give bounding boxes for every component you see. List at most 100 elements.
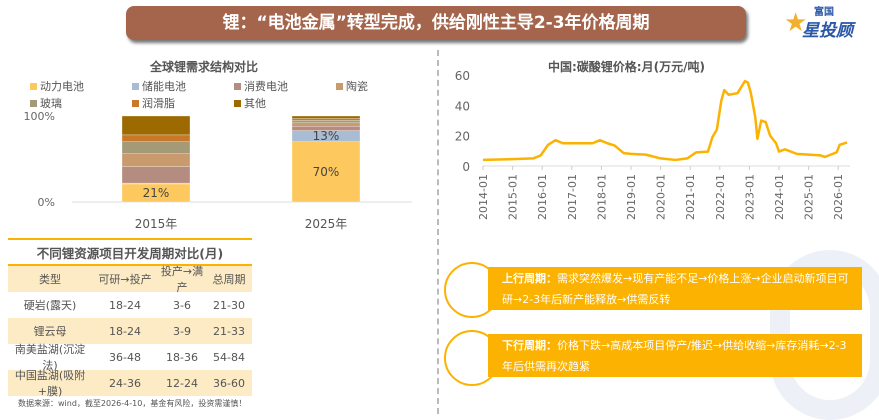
legend-item: 其他 [234,95,266,111]
x-tick-label: 2018-01 [595,174,608,220]
x-tick-label: 2014-01 [477,174,490,220]
bar-segment [291,141,361,203]
table-cell: 18-24 [109,324,141,338]
y-tick-label: 0 [462,160,470,174]
x-tick-label: 2017-01 [566,174,579,220]
bar-segment [121,134,191,142]
legend-swatch [336,83,343,90]
table-cell: 54-84 [213,350,245,364]
table-cell: 中国盐湖(吸附+膜) [14,369,86,398]
legend-item: 动力电池 [30,78,84,94]
dev-cycle-table: 不同锂资源项目开发周期对比(月) 类型 可研→投产 投产→满产 总周期 硬岩(露… [8,238,252,398]
x-tick-label: 2020-01 [655,174,668,220]
x-tick-label: 2019-01 [625,174,638,220]
y-tick-label: 60 [455,69,470,83]
table-cell: 12-24 [166,376,198,390]
up-cycle-text: 需求突然爆发→现有产能不足→价格上涨→企业启动新项目可研→2-3年后新产能释放→… [502,272,849,306]
legend-item: 润滑脂 [132,95,175,111]
table-cell: 南美盐湖(沉淀法) [14,343,86,372]
legend-label: 消费电池 [244,80,288,93]
bar-segment [291,122,361,127]
data-label: 70% [313,165,340,179]
bar-segment [291,118,361,121]
bar-segment [291,126,361,131]
bar-segment [291,115,361,119]
table-cell: 36-60 [213,376,245,390]
x-tick-label: 2022-01 [714,174,727,220]
legend-label: 动力电池 [40,80,84,93]
x-tick-label: 2015年 [135,217,178,231]
y-tick-label: 40 [455,99,470,113]
table-cell: 18-24 [109,298,141,312]
x-tick-label: 2023-01 [743,174,756,220]
legend-swatch [30,83,37,90]
y-tick-label: 0% [38,196,55,209]
logo-text-big: 星投顾 [802,21,853,41]
x-tick-label: 2021-01 [684,174,697,220]
table-header: 投产→满产 [160,265,204,294]
demand-chart-title: 全球锂需求结构对比 [150,60,259,74]
legend-swatch [132,83,139,90]
legend-item: 消费电池 [234,78,288,94]
star-icon: ★ [784,8,808,38]
down-cycle-label: 下行周期： [502,339,557,352]
table-row: 锂云母 18-24 3-9 21-33 [8,318,252,344]
table-row: 中国盐湖(吸附+膜) 24-36 12-24 36-60 [8,369,252,398]
legend-label: 其他 [244,97,266,110]
y-tick-label: 100% [24,110,55,123]
table-row: 硬岩(露天) 18-24 3-6 21-30 [8,292,252,318]
legend-label: 储能电池 [142,80,186,93]
table-header: 总周期 [212,273,246,286]
table-cell: 3-6 [173,298,191,312]
page-title-banner: 锂：“电池金属”转型完成，供给刚性主导2-3年价格周期 [126,6,746,40]
brand-logo: ★ 富国 星投顾 [780,2,876,42]
table-cell: 24-36 [109,376,141,390]
data-label: 21% [143,186,170,200]
legend-item: 储能电池 [132,78,186,94]
legend-swatch [132,100,139,107]
x-tick-label: 2025-01 [803,174,816,220]
legend-swatch [30,100,37,107]
table-cell: 锂云母 [33,325,67,338]
table-header: 类型 [39,273,61,286]
logo-text-small: 富国 [814,7,834,18]
table-header: 可研→投产 [98,273,152,286]
table-cell: 18-36 [166,350,198,364]
table-header-row: 类型 可研→投产 投产→满产 总周期 [8,265,252,294]
table-cell: 硬岩(露天) [23,299,77,312]
bar-segment [121,166,191,184]
legend-item: 玻璃 [30,95,62,111]
table-cell: 3-9 [173,324,191,338]
legend-item: 陶瓷 [336,78,368,94]
x-tick-label: 2024-01 [773,174,786,220]
bar-segment [121,141,191,154]
price-series-line [482,79,848,162]
table-cell: 21-33 [213,324,245,338]
demand-stacked-bar-chart: 0% 100% 21% 2015年 70% 13% 2025年 [24,110,412,231]
section-divider [437,50,439,414]
down-cycle-box: 下行周期：价格下跌→高成本项目停产/推迟→供给收缩→库存消耗→2-3年后供需再次… [488,334,862,377]
bar-segment [121,115,191,136]
x-tick-label: 2016-01 [536,174,549,220]
data-source-footnote: 数据来源：wind，截至2026-4-10，基金有风险，投资需谨慎！ [18,399,247,408]
up-cycle-box: 上行周期：需求突然爆发→现有产能不足→价格上涨→企业启动新项目可研→2-3年后新… [488,267,862,310]
price-line-chart: 0 20 40 60 2014-01 2015-01 2016-01 2017-01 2018-… [455,69,850,220]
price-chart-title: 中国:碳酸锂价格:月(万元/吨) [548,60,705,74]
table-cell: 36-48 [109,350,141,364]
table-row: 南美盐湖(沉淀法) 36-48 18-36 54-84 [8,343,252,372]
legend-swatch [234,83,241,90]
legend-label: 陶瓷 [346,80,368,93]
data-label: 13% [313,129,340,143]
table-title: 不同锂资源项目开发周期对比(月) [8,238,252,266]
x-tick-label: 2015-01 [507,174,520,220]
down-cycle-text: 价格下跌→高成本项目停产/推迟→供给收缩→库存消耗→2-3年后供需再次趋紧 [502,339,847,373]
x-tick-label: 2026-01 [832,174,845,220]
table-cell: 21-30 [213,298,245,312]
x-tick-label: 2025年 [305,217,348,231]
y-tick-label: 20 [455,130,470,144]
up-cycle-label: 上行周期： [502,272,557,285]
legend-label: 玻璃 [40,97,62,110]
legend-label: 润滑脂 [142,97,175,110]
bar-segment [291,120,361,124]
bar-segment [121,153,191,167]
